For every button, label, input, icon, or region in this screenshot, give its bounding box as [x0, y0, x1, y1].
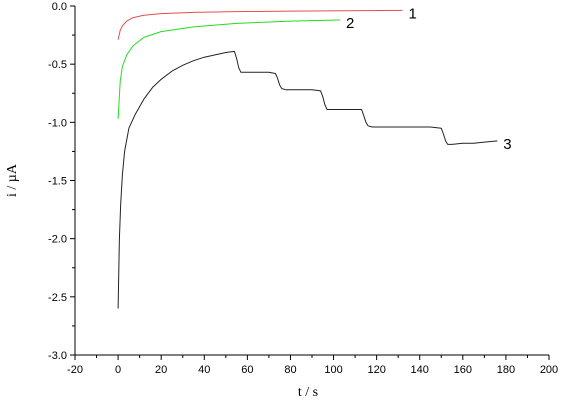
- x-tick-label: 80: [284, 364, 296, 376]
- y-tick-label: -1.0: [48, 117, 67, 129]
- y-tick-label: -2.5: [48, 292, 67, 304]
- y-tick-label: -3.0: [48, 350, 67, 362]
- x-tick-label: 40: [198, 364, 210, 376]
- series-line-1: [117, 9, 403, 40]
- series-label-1: 1: [408, 5, 416, 22]
- y-tick-label: -1.5: [48, 176, 67, 188]
- x-tick-label: 60: [241, 364, 253, 376]
- x-tick-label: -20: [67, 364, 83, 376]
- series-lines: [117, 9, 498, 309]
- x-tick-label: 100: [324, 364, 342, 376]
- series-label-2: 2: [346, 15, 354, 32]
- x-tick-label: 160: [454, 364, 472, 376]
- y-axis-title: i / µA: [5, 163, 20, 197]
- series-label-3: 3: [503, 136, 511, 153]
- y-tick-label: -2.0: [48, 234, 67, 246]
- y-tick-label: -0.5: [48, 59, 67, 71]
- series-line-2: [117, 19, 341, 119]
- x-tick-label: 0: [115, 364, 121, 376]
- x-tick-label: 20: [155, 364, 167, 376]
- x-axis-ticks: -20 0 20 40 60 80 100 120 140 160 180 200: [67, 355, 558, 376]
- series-labels: 1 2 3: [346, 5, 512, 153]
- x-tick-label: 140: [411, 364, 429, 376]
- x-tick-label: 200: [540, 364, 558, 376]
- series-line-3: [117, 50, 498, 309]
- y-axis-ticks: 0.0 -0.5 -1.0 -1.5 -2.0 -2.5 -3.0: [48, 1, 75, 362]
- x-tick-label: 120: [367, 364, 385, 376]
- plot-frame: [74, 6, 549, 356]
- x-tick-label: 180: [497, 364, 515, 376]
- x-axis-title: t / s: [298, 385, 318, 400]
- y-tick-label: 0.0: [52, 1, 67, 13]
